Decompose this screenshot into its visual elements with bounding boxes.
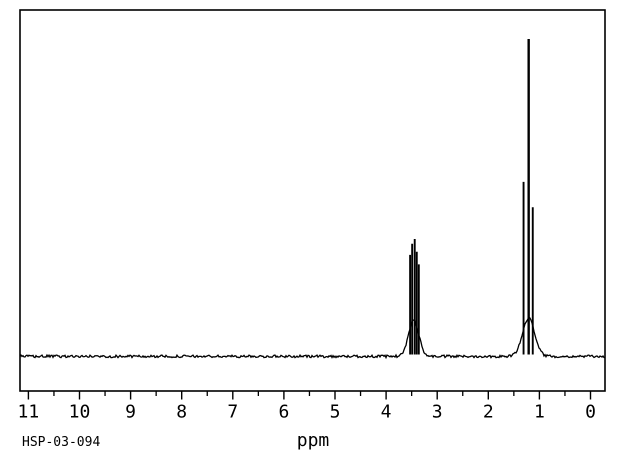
x-tick-label: 1 [534,402,545,423]
x-tick-label: 3 [432,402,443,423]
x-tick-label: 11 [18,402,40,423]
multiplet-3.45ppm [409,239,420,355]
sample-id-label: HSP-03-094 [22,435,101,450]
x-tick-label: 4 [381,402,392,423]
x-tick-label: 6 [278,402,289,423]
x-tick-label: 2 [483,402,494,423]
x-tick-label: 8 [176,402,187,423]
x-tick-label: 7 [227,402,238,423]
x-axis-label: ppm [296,430,330,451]
x-tick-label: 9 [125,402,136,423]
x-axis: 11 10 9 8 7 6 5 4 3 2 1 0 [18,391,596,423]
plot-border [19,9,606,392]
x-tick-label: 0 [585,402,596,423]
spectrum-trace [19,316,606,360]
x-tick-label: 5 [330,402,341,423]
peaks [409,39,534,355]
triplet-1.21ppm [522,39,534,355]
x-tick-label: 10 [69,402,91,423]
